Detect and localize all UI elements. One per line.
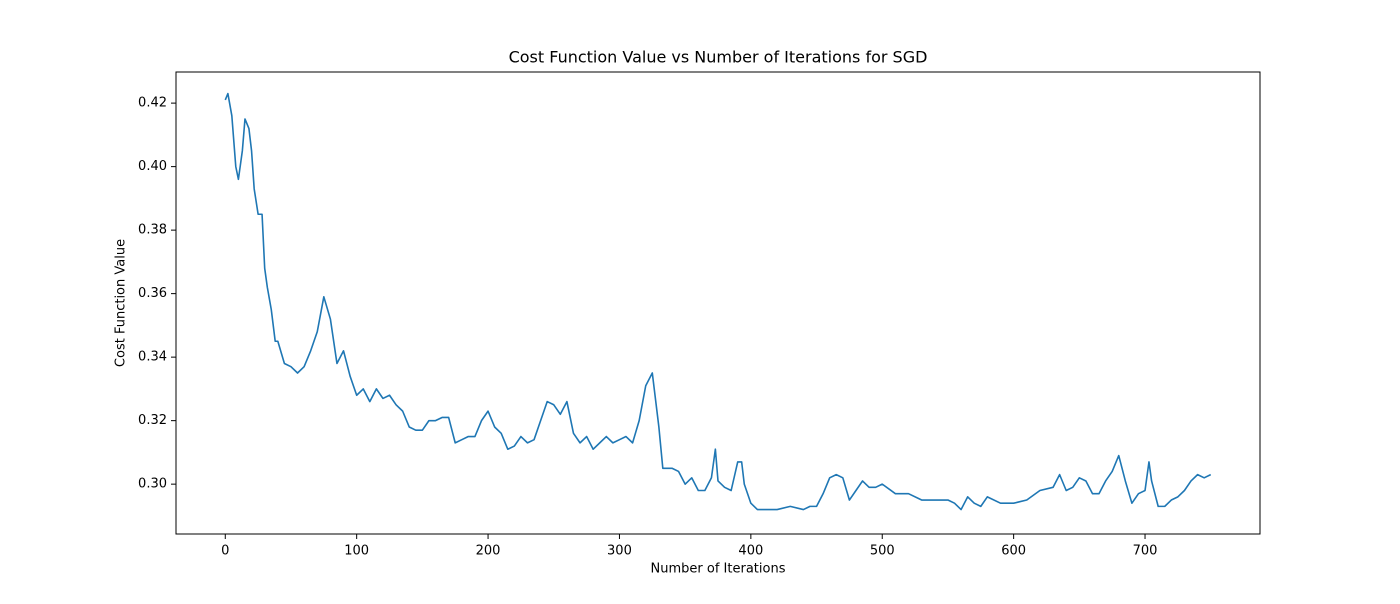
y-axis-label: Cost Function Value	[114, 239, 129, 367]
x-tick-label: 100	[344, 544, 369, 559]
plot-frame	[175, 71, 1261, 535]
chart-title: Cost Function Value vs Number of Iterati…	[509, 48, 928, 67]
x-tick-label: 0	[221, 544, 229, 559]
y-tick-label: 0.42	[138, 96, 167, 111]
x-axis-label: Number of Iterations	[651, 562, 786, 577]
y-tick-label: 0.32	[138, 413, 167, 428]
y-tick-label: 0.34	[138, 350, 167, 365]
x-tick-label: 700	[1133, 544, 1158, 559]
x-tick-label: 400	[738, 544, 763, 559]
x-tick-label: 600	[1001, 544, 1026, 559]
y-tick-label: 0.36	[138, 286, 167, 301]
x-tick-label: 200	[476, 544, 501, 559]
x-tick-label: 500	[870, 544, 895, 559]
y-tick-label: 0.38	[138, 223, 167, 238]
data-line	[224, 92, 1212, 511]
y-tick-label: 0.40	[138, 159, 167, 174]
x-tick-label: 300	[607, 544, 632, 559]
y-tick-label: 0.30	[138, 477, 167, 492]
